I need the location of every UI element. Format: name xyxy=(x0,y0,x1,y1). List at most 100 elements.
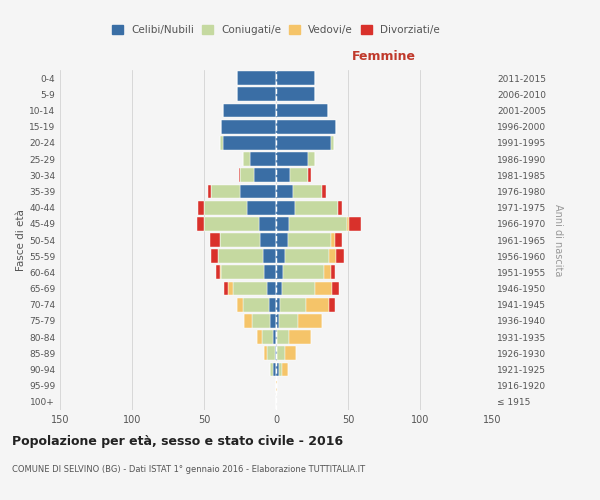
Bar xyxy=(329,250,337,263)
Text: Femmine: Femmine xyxy=(352,50,416,63)
Bar xyxy=(215,266,220,280)
Bar xyxy=(306,298,329,312)
Bar xyxy=(240,184,276,198)
Bar xyxy=(273,330,276,344)
Bar xyxy=(284,346,296,360)
Y-axis label: Fasce di età: Fasce di età xyxy=(16,209,26,271)
Bar xyxy=(223,136,276,149)
Bar xyxy=(284,250,329,263)
Bar xyxy=(276,379,277,392)
Bar xyxy=(279,314,298,328)
Bar xyxy=(276,362,279,376)
Bar xyxy=(244,314,251,328)
Bar xyxy=(251,314,270,328)
Bar xyxy=(233,282,268,296)
Bar xyxy=(250,152,276,166)
Bar xyxy=(275,346,276,360)
Bar xyxy=(308,152,315,166)
Bar xyxy=(277,346,284,360)
Bar xyxy=(259,217,276,230)
Bar xyxy=(277,330,289,344)
Bar xyxy=(276,71,315,85)
Bar xyxy=(237,71,276,85)
Bar xyxy=(298,314,322,328)
Bar xyxy=(276,217,289,230)
Bar xyxy=(290,168,308,182)
Bar xyxy=(276,104,328,118)
Bar xyxy=(220,266,221,280)
Bar xyxy=(280,298,306,312)
Bar xyxy=(282,362,287,376)
Bar xyxy=(240,168,254,182)
Bar xyxy=(338,200,342,214)
Bar xyxy=(239,168,240,182)
Bar xyxy=(221,120,276,134)
Bar xyxy=(220,136,223,149)
Bar xyxy=(243,152,250,166)
Bar xyxy=(282,282,315,296)
Bar xyxy=(283,266,323,280)
Bar xyxy=(276,250,284,263)
Bar xyxy=(270,314,276,328)
Bar xyxy=(198,200,204,214)
Bar xyxy=(276,168,290,182)
Bar xyxy=(204,200,247,214)
Bar xyxy=(287,233,331,247)
Bar xyxy=(262,330,273,344)
Bar xyxy=(289,330,311,344)
Bar xyxy=(276,314,279,328)
Bar xyxy=(276,136,331,149)
Bar xyxy=(276,152,308,166)
Bar xyxy=(218,250,263,263)
Bar xyxy=(331,233,335,247)
Bar xyxy=(276,184,293,198)
Bar xyxy=(349,217,361,230)
Bar xyxy=(337,250,344,263)
Bar xyxy=(208,184,211,198)
Bar xyxy=(276,266,283,280)
Bar xyxy=(265,346,268,360)
Bar xyxy=(237,88,276,101)
Bar xyxy=(210,233,220,247)
Bar xyxy=(269,298,276,312)
Bar xyxy=(276,298,280,312)
Bar xyxy=(243,298,269,312)
Bar xyxy=(263,250,276,263)
Bar xyxy=(331,136,334,149)
Bar xyxy=(276,282,282,296)
Bar xyxy=(268,346,275,360)
Bar xyxy=(276,233,287,247)
Text: COMUNE DI SELVINO (BG) - Dati ISTAT 1° gennaio 2016 - Elaborazione TUTTITALIA.IT: COMUNE DI SELVINO (BG) - Dati ISTAT 1° g… xyxy=(12,465,365,474)
Bar xyxy=(329,298,335,312)
Bar xyxy=(276,346,277,360)
Bar xyxy=(224,282,229,296)
Bar xyxy=(322,184,326,198)
Bar xyxy=(273,362,276,376)
Bar xyxy=(211,250,218,263)
Bar xyxy=(323,266,331,280)
Bar xyxy=(268,282,276,296)
Bar xyxy=(220,233,260,247)
Bar xyxy=(331,266,335,280)
Bar xyxy=(315,282,332,296)
Bar xyxy=(276,88,315,101)
Bar xyxy=(270,362,273,376)
Bar xyxy=(279,362,282,376)
Bar xyxy=(289,217,347,230)
Bar xyxy=(276,200,295,214)
Bar xyxy=(229,282,233,296)
Bar xyxy=(197,217,204,230)
Bar xyxy=(260,233,276,247)
Bar xyxy=(211,184,240,198)
Bar xyxy=(276,330,277,344)
Legend: Celibi/Nubili, Coniugati/e, Vedovi/e, Divorziati/e: Celibi/Nubili, Coniugati/e, Vedovi/e, Di… xyxy=(108,21,444,40)
Bar xyxy=(247,200,276,214)
Bar xyxy=(335,233,342,247)
Bar xyxy=(332,282,340,296)
Bar xyxy=(265,266,276,280)
Bar xyxy=(237,298,243,312)
Text: Popolazione per età, sesso e stato civile - 2016: Popolazione per età, sesso e stato civil… xyxy=(12,435,343,448)
Bar xyxy=(221,266,265,280)
Bar xyxy=(293,184,322,198)
Bar xyxy=(276,120,337,134)
